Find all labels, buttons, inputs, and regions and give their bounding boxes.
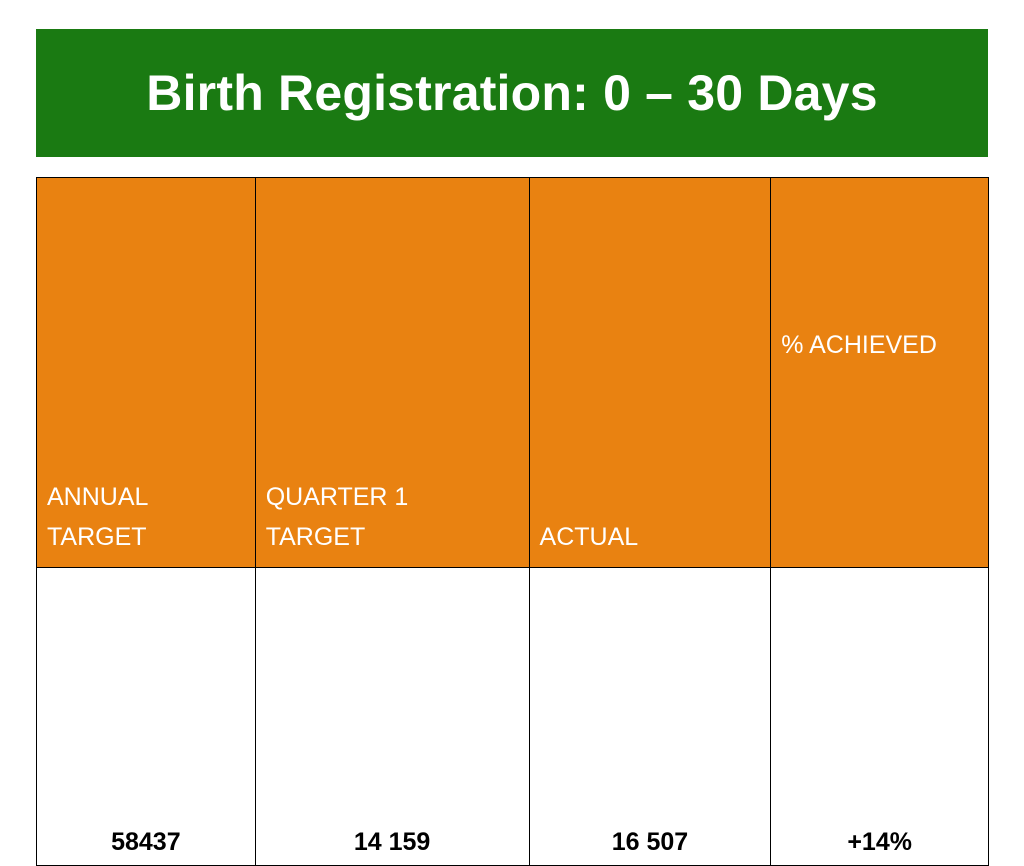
slide-title: Birth Registration: 0 – 30 Days bbox=[146, 65, 878, 121]
header-annual-target-line1: ANNUAL bbox=[47, 483, 149, 511]
title-banner: Birth Registration: 0 – 30 Days bbox=[36, 29, 988, 157]
header-annual-target-line2: TARGET bbox=[47, 523, 147, 551]
cell-percent-achieved: +14% bbox=[770, 567, 989, 866]
header-percent-achieved: % ACHIEVED bbox=[770, 177, 989, 568]
table-header-row: ANNUAL TARGET QUARTER 1 TARGET ACTUAL % … bbox=[36, 177, 989, 568]
header-annual-target: ANNUAL TARGET bbox=[36, 177, 256, 568]
header-quarter-1-target: QUARTER 1 TARGET bbox=[254, 177, 530, 568]
header-percent-achieved-label: % ACHIEVED bbox=[781, 331, 937, 359]
header-quarter-1-target-line1: QUARTER 1 bbox=[265, 483, 409, 511]
cell-actual: 16 507 bbox=[528, 567, 772, 866]
cell-annual-target: 58437 bbox=[36, 567, 256, 866]
birth-registration-table: ANNUAL TARGET QUARTER 1 TARGET ACTUAL % … bbox=[36, 177, 989, 866]
header-actual-label: ACTUAL bbox=[539, 523, 639, 551]
cell-quarter-1-target: 14 159 bbox=[254, 567, 530, 866]
table-row: 58437 14 159 16 507 +14% bbox=[36, 567, 989, 866]
header-quarter-1-target-line2: TARGET bbox=[265, 523, 366, 551]
header-actual: ACTUAL bbox=[528, 177, 772, 568]
